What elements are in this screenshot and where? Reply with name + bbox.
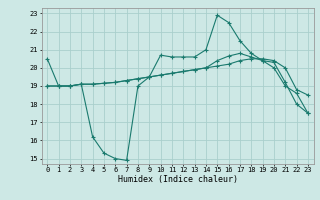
X-axis label: Humidex (Indice chaleur): Humidex (Indice chaleur) — [118, 175, 237, 184]
